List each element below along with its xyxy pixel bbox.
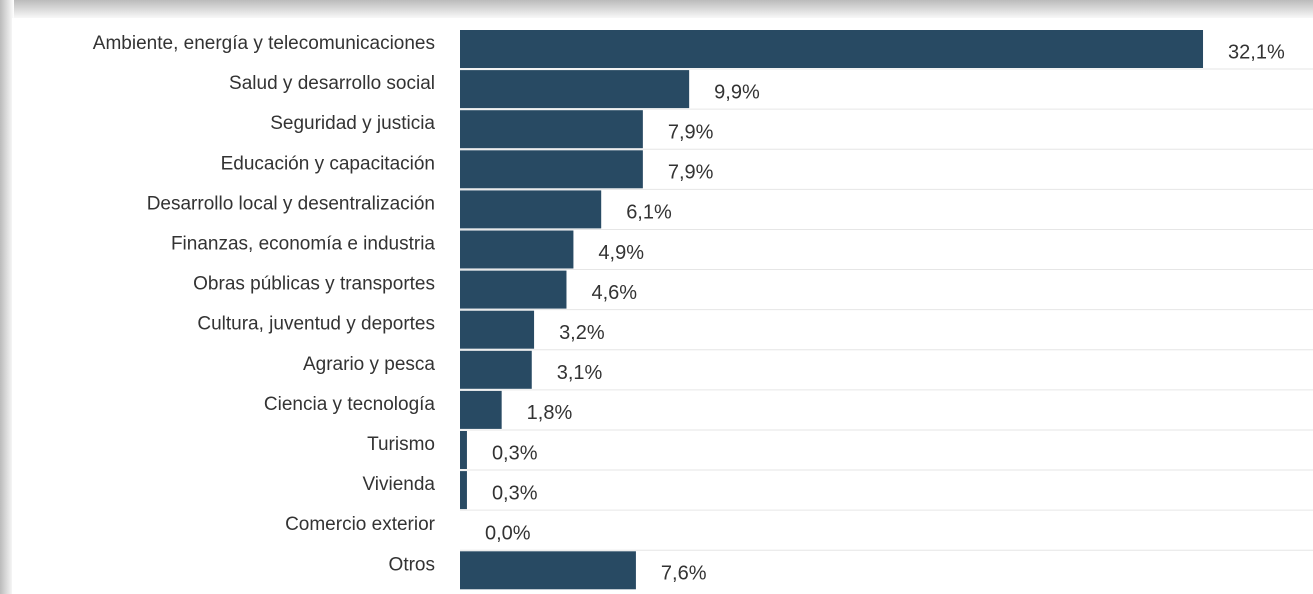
frame-shadow <box>0 0 1313 20</box>
category-label: Ambiente, energía y telecomunicaciones <box>93 33 435 54</box>
bar <box>460 551 636 590</box>
bar <box>460 350 532 389</box>
frame-shadow <box>0 0 14 594</box>
category-label: Desarrollo local y desentralización <box>147 193 435 214</box>
bar <box>460 310 535 349</box>
bar <box>460 471 467 510</box>
value-label: 6,1% <box>626 202 672 224</box>
bar <box>460 270 567 309</box>
category-label: Educación y capacitación <box>221 153 435 174</box>
value-label: 0,0% <box>485 522 531 544</box>
value-label: 3,1% <box>557 362 603 384</box>
value-label: 9,9% <box>714 81 760 103</box>
value-label: 7,6% <box>661 563 707 585</box>
bar <box>460 110 643 149</box>
category-label: Otros <box>389 554 435 575</box>
bar <box>460 230 574 269</box>
bar <box>460 390 502 429</box>
category-label: Obras públicas y transportes <box>193 274 435 295</box>
category-label: Comercio exterior <box>285 514 436 535</box>
category-label: Cultura, juventud y deportes <box>197 314 435 335</box>
category-label: Turismo <box>367 434 435 455</box>
category-label: Seguridad y justicia <box>270 113 435 134</box>
bar <box>460 70 690 109</box>
bar <box>460 30 1204 68</box>
category-label: Ciencia y tecnología <box>264 394 436 415</box>
value-label: 32,1% <box>1228 41 1285 63</box>
category-label: Vivienda <box>362 474 435 495</box>
category-label: Agrario y pesca <box>303 354 435 375</box>
category-label: Finanzas, economía e industria <box>171 234 435 255</box>
value-label: 0,3% <box>492 482 538 504</box>
value-label: 7,9% <box>668 121 714 143</box>
category-label: Salud y desarrollo social <box>229 73 435 94</box>
value-label: 7,9% <box>668 162 714 184</box>
value-label: 4,9% <box>598 242 644 264</box>
value-label: 1,8% <box>527 402 573 424</box>
value-label: 3,2% <box>559 322 605 344</box>
panel <box>12 18 1313 594</box>
bar <box>460 190 602 229</box>
bar <box>460 431 467 469</box>
value-label: 4,6% <box>591 282 637 304</box>
value-label: 0,3% <box>492 442 538 464</box>
bar <box>460 150 643 189</box>
